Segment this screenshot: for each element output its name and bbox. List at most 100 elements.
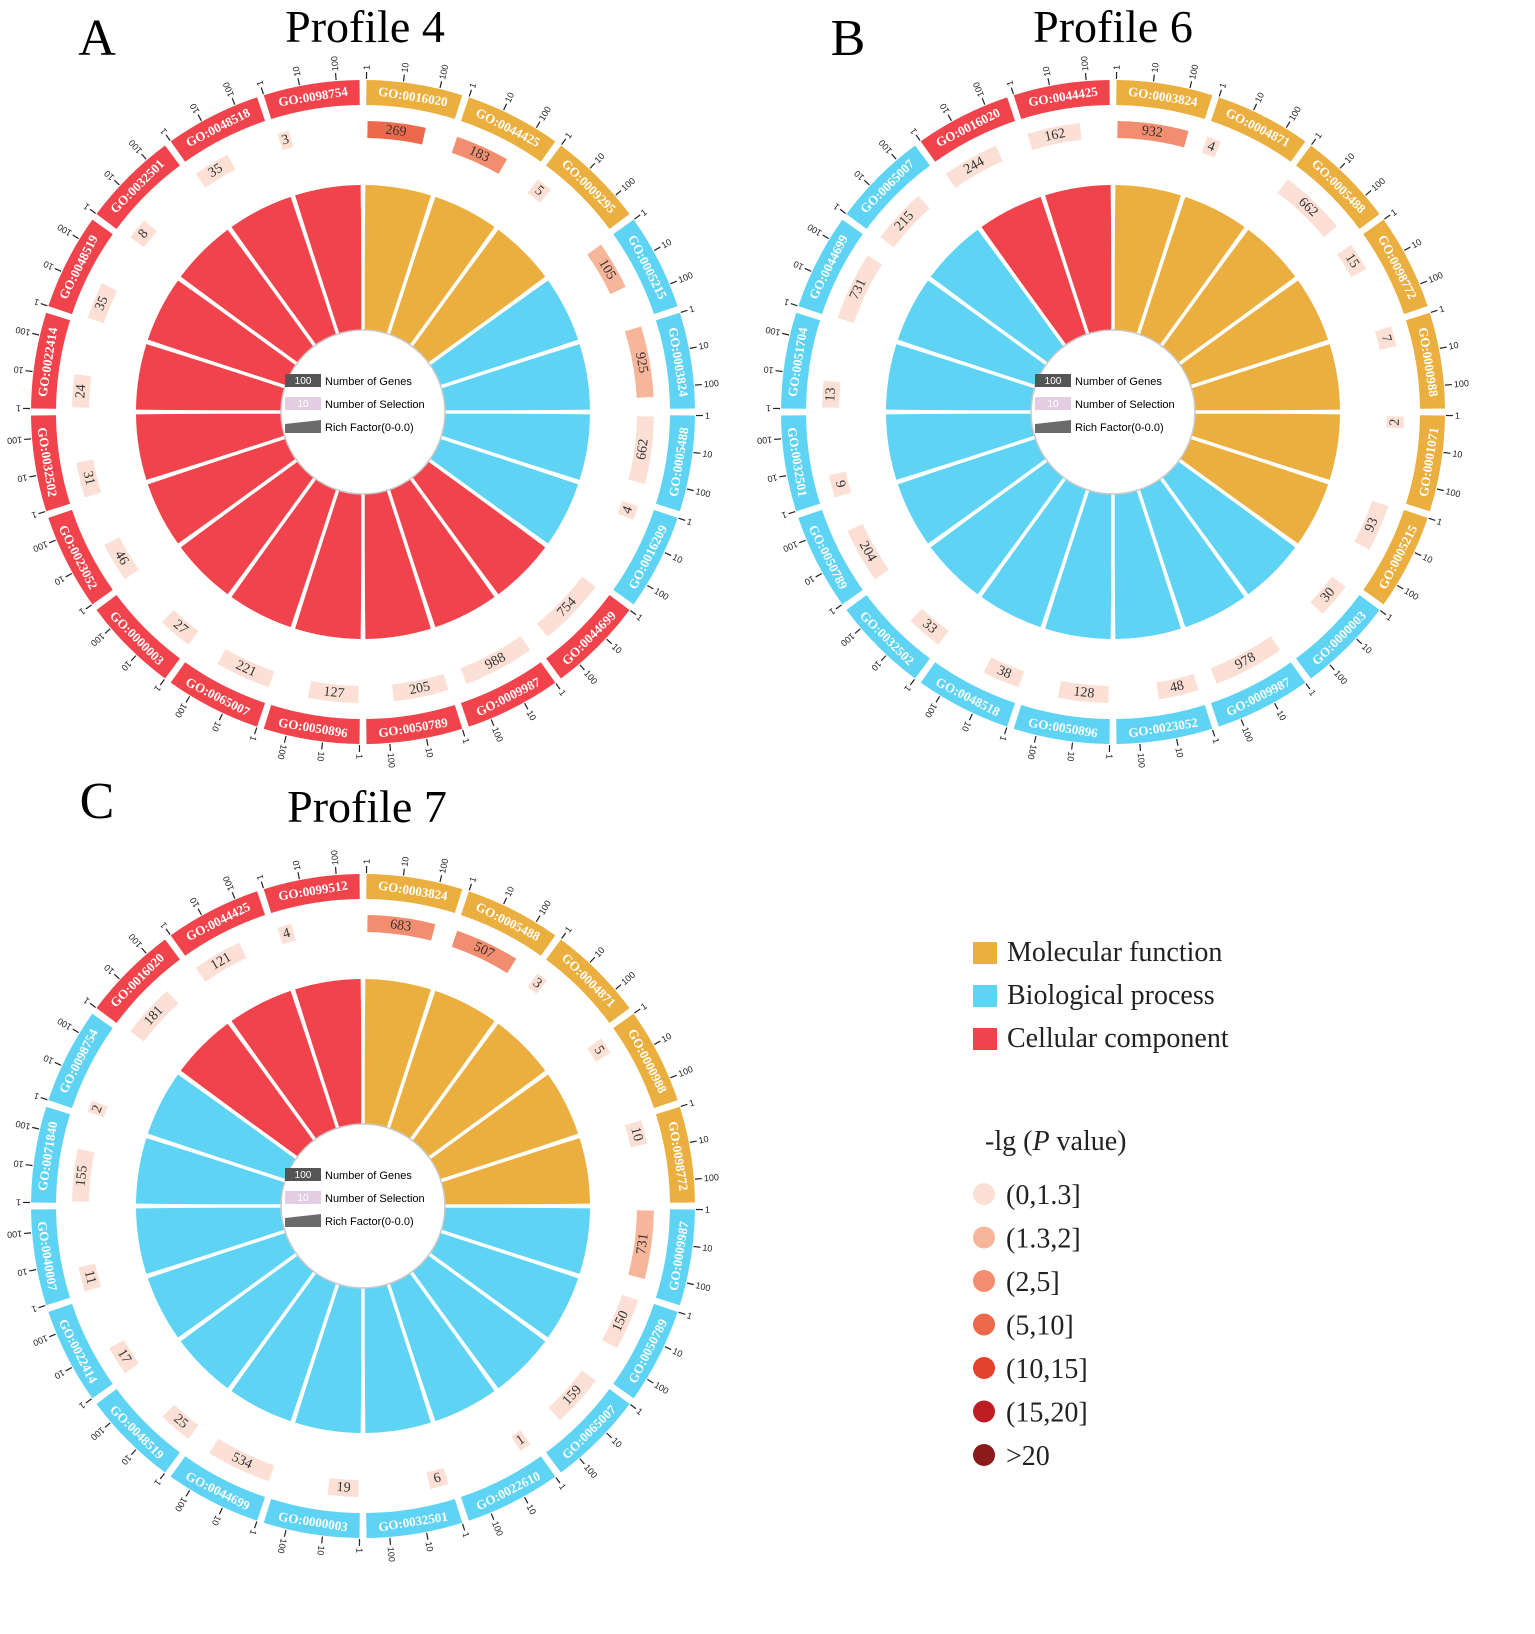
selection-bar: [1374, 326, 1397, 351]
segment-divider: [428, 458, 549, 548]
axis-tick: [947, 114, 953, 122]
selection-bar: [277, 130, 294, 151]
axis-tick: [1010, 87, 1014, 95]
segment-divider: [386, 489, 436, 630]
tick-label: 1: [639, 207, 649, 218]
selection-bar: [451, 930, 517, 974]
tick-label: 100: [782, 539, 800, 554]
tick-label: 100: [1240, 726, 1255, 744]
axis-tick: [815, 572, 823, 578]
segment-divider: [290, 489, 340, 630]
tick-label: 1: [461, 1531, 472, 1539]
segment-divider: [1159, 226, 1249, 347]
axis-tick: [231, 97, 236, 105]
axis-tick: [218, 713, 223, 721]
go-label-band: [846, 145, 930, 229]
axis-tick: [38, 1305, 46, 1309]
tick-label: 10: [698, 340, 710, 352]
tick-label: 100: [276, 744, 289, 761]
tick-label: 10: [767, 472, 779, 484]
go-label-band: [655, 1209, 695, 1306]
tick-label: 10: [660, 237, 674, 251]
axis-tick: [1033, 735, 1037, 743]
selection-bar: [327, 1477, 359, 1497]
axis-tick: [490, 719, 495, 727]
tick-label: 10: [210, 720, 223, 733]
axis-tick: [1240, 719, 1245, 727]
selection-label: Number of Selection: [1075, 399, 1175, 411]
tick-label: 10: [210, 1514, 223, 1527]
rich-factor-bar: [136, 1138, 285, 1206]
rich-factor-label: Rich Factor(0-0.0): [325, 422, 414, 434]
selection-swatch: [285, 1191, 321, 1204]
tick-label: 1: [1217, 82, 1228, 90]
axis-tick: [1305, 683, 1311, 690]
tick-label: 1: [30, 510, 38, 521]
axis-tick: [1253, 103, 1258, 111]
selection-count: 35: [93, 294, 112, 313]
center-legend: 100 Number of Genes 10 Number of Selection R…: [285, 1168, 425, 1228]
rich-factor-label: Rich Factor(0-0.0): [325, 1216, 414, 1228]
tick-label: 100: [839, 631, 857, 648]
rich-factor-bar: [363, 1284, 431, 1433]
tick-label: 100: [703, 378, 719, 389]
selection-count: 662: [634, 438, 652, 461]
rich-factor-bar: [411, 460, 546, 595]
tick-label: 10: [1041, 66, 1053, 78]
selection-bar: [392, 673, 449, 702]
axis-tick: [694, 383, 702, 386]
selection-count: 4: [1205, 139, 1217, 155]
rich-factor-bar: [136, 1206, 285, 1274]
axis-tick: [561, 932, 567, 940]
tick-label: 100: [1453, 378, 1469, 389]
tick-label: 10: [315, 1545, 326, 1556]
tick-label: 100: [703, 1172, 719, 1183]
go-label-band: [1116, 704, 1213, 744]
tick-label: 10: [42, 259, 55, 272]
tick-label: 1: [1385, 612, 1395, 623]
go-label-band: [170, 97, 266, 162]
go-label-band: [1296, 595, 1380, 679]
selection-bar: [161, 610, 199, 645]
axis-tick: [1443, 451, 1451, 454]
go-label-band: [366, 1498, 463, 1538]
selection-count: 7: [1378, 333, 1394, 344]
category-label: Cellular component: [1007, 1023, 1229, 1054]
tick-label: 10: [315, 751, 326, 762]
selection-bar: [87, 1100, 108, 1118]
tick-label: 10: [938, 102, 952, 116]
axis-tick: [615, 190, 622, 196]
axis-tick: [141, 947, 147, 954]
axis-tick: [1273, 702, 1279, 710]
tick-label: 1: [1104, 754, 1114, 759]
pvalue-class-label: (10,15]: [1006, 1354, 1088, 1385]
axis-tick: [880, 655, 887, 662]
tick-label: 1: [1455, 411, 1460, 421]
axis-tick: [218, 1507, 223, 1515]
go-label-band: [96, 145, 180, 229]
tick-label: 1: [705, 411, 710, 421]
segment-divider: [1040, 489, 1090, 630]
tick-label: 1: [33, 297, 41, 308]
go-label-band: [96, 939, 180, 1023]
tick-label: 10: [119, 659, 133, 673]
axis-tick: [65, 572, 73, 578]
axis-tick: [1339, 162, 1346, 169]
selection-bar: [209, 1438, 275, 1482]
axis-tick: [788, 511, 796, 515]
tick-label: 1: [831, 201, 841, 212]
tick-label: 100: [619, 176, 637, 193]
go-label-band: [1210, 97, 1306, 162]
tick-label: 100: [582, 1462, 599, 1480]
rich-factor-bar: [389, 990, 495, 1140]
axis-tick: [253, 1521, 258, 1529]
selection-count: 269: [385, 123, 408, 140]
axis-tick: [197, 114, 203, 122]
